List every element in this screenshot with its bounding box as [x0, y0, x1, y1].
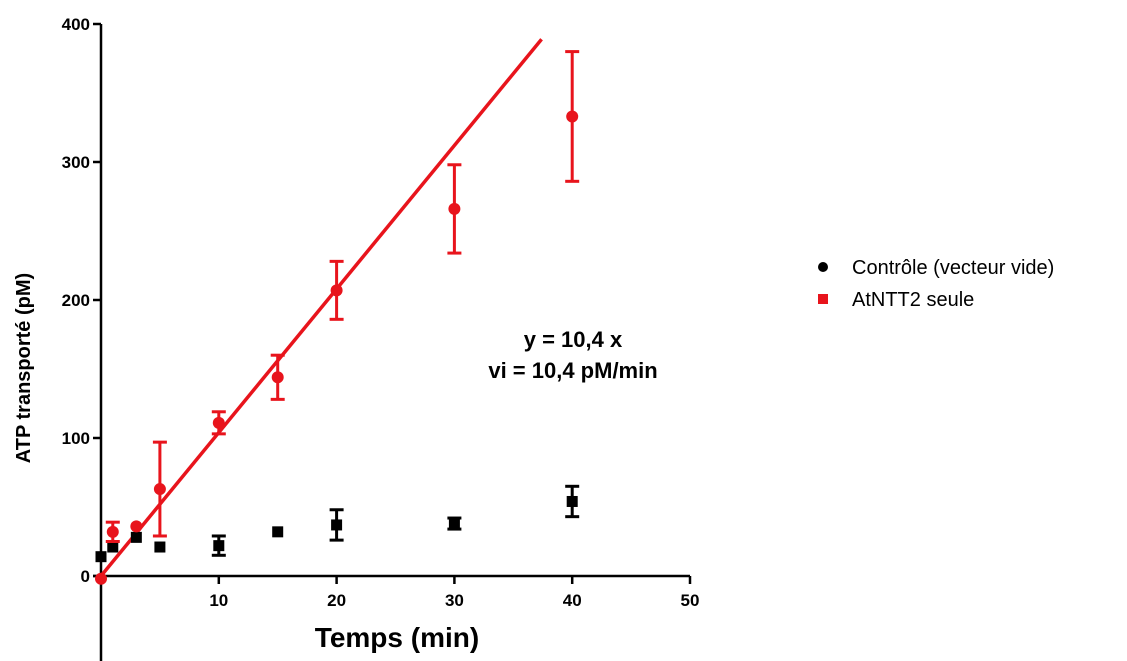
x-tick-label: 30 [445, 591, 464, 610]
data-point [130, 520, 143, 533]
data-point [271, 371, 284, 384]
data-marks [95, 50, 580, 585]
x-axis-title: Temps (min) [315, 622, 479, 653]
data-point [106, 525, 119, 538]
legend-label-atntt2: AtNTT2 seule [852, 289, 974, 311]
series-controle [95, 484, 580, 563]
data-point [566, 495, 578, 507]
data-point [448, 202, 461, 215]
y-tick-label: 0 [81, 567, 90, 586]
x-tick-label: 10 [209, 591, 228, 610]
y-tick-label: 100 [62, 429, 90, 448]
data-point [331, 519, 343, 531]
data-point [330, 284, 343, 297]
y-axis-title: ATP transporté (pM) [13, 273, 35, 463]
data-point [272, 526, 284, 538]
x-tick-label: 40 [563, 591, 582, 610]
y-tick-label: 200 [62, 291, 90, 310]
legend-marker-atntt2 [818, 294, 828, 304]
fit-equation-annotation: y = 10,4 x [524, 327, 623, 352]
legend: Contrôle (vecteur vide) AtNTT2 seule [818, 257, 1054, 311]
legend-label-controle: Contrôle (vecteur vide) [852, 257, 1054, 279]
data-point [153, 483, 166, 496]
data-point [95, 572, 107, 585]
series-atntt2 [95, 50, 580, 585]
x-tick-label: 20 [327, 591, 346, 610]
y-tick-label: 400 [62, 15, 90, 34]
data-point [448, 518, 460, 530]
data-point [566, 110, 579, 123]
ticks: 0 100 200 300 400 10 20 30 40 50 [62, 15, 700, 610]
data-point [154, 541, 166, 553]
legend-marker-controle [818, 262, 828, 272]
data-point [95, 551, 107, 563]
initial-velocity-annotation: vi = 10,4 pM/min [488, 358, 657, 383]
data-point [130, 531, 142, 543]
data-point [212, 416, 225, 429]
x-tick-label: 50 [681, 591, 700, 610]
data-point [107, 541, 119, 553]
y-tick-label: 300 [62, 153, 90, 172]
data-point [213, 540, 225, 552]
fit-line [99, 38, 543, 578]
fit-line-layer [99, 38, 543, 578]
